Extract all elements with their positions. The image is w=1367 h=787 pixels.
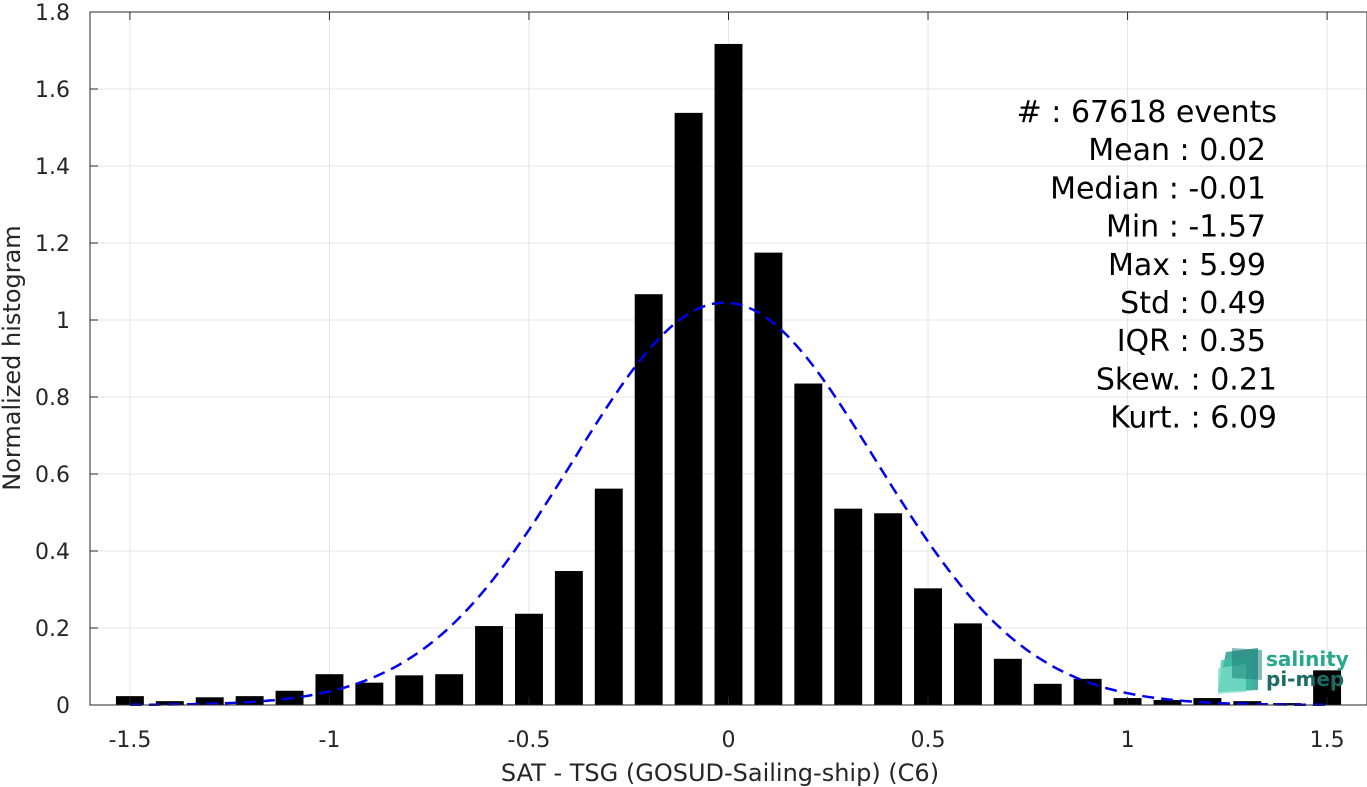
y-tick-label: 1.2 xyxy=(35,232,70,257)
histogram-bar xyxy=(395,675,424,705)
y-axis-title: Normalized histogram xyxy=(0,225,26,490)
histogram-bar xyxy=(834,508,863,705)
histogram-bar xyxy=(634,294,663,705)
histogram-bar xyxy=(1033,683,1062,705)
y-tick-label: 1.8 xyxy=(35,1,70,26)
y-tick-label: 1.4 xyxy=(35,155,70,180)
histogram-bar xyxy=(1153,699,1182,705)
y-tick-label: 0 xyxy=(56,694,70,719)
y-tick-label: 0.4 xyxy=(35,540,70,565)
x-tick-label: -1 xyxy=(318,728,340,753)
histogram-bar xyxy=(914,588,942,705)
histogram-bars xyxy=(115,43,1342,706)
y-tick-label: 1.6 xyxy=(35,78,70,103)
gaussian-fit-curve xyxy=(129,301,1328,707)
histogram-bar xyxy=(714,43,743,705)
histogram-bar xyxy=(235,696,264,705)
y-tick-label: 0.2 xyxy=(35,617,70,642)
histogram-bar xyxy=(953,623,982,705)
histogram-bar xyxy=(155,701,184,705)
x-axis-ticks: -1.5 -1 -0.5 0 0.5 1 1.5 xyxy=(108,12,1345,753)
x-tick-label: 1.5 xyxy=(1310,728,1345,753)
x-axis-title: SAT - TSG (GOSUD-Sailing-ship) (C6) xyxy=(501,759,939,787)
histogram-bar xyxy=(1273,703,1302,705)
histogram-bar xyxy=(435,674,464,705)
histogram-bar xyxy=(754,252,783,705)
histogram-bar xyxy=(993,658,1022,705)
stats-line: Min : -1.57 xyxy=(1106,210,1266,245)
x-tick-label: -1.5 xyxy=(108,728,151,753)
histogram-bar xyxy=(794,383,823,705)
stats-line: IQR : 0.35 xyxy=(1117,324,1266,359)
stats-line: Std : 0.49 xyxy=(1120,286,1266,321)
y-tick-label: 0.8 xyxy=(35,386,70,411)
histogram-bar xyxy=(874,513,903,705)
stats-line: # : 67618 events xyxy=(1017,95,1277,130)
histogram-bar xyxy=(195,697,224,705)
histogram-bar xyxy=(554,571,583,705)
logo-line2: pi-mep xyxy=(1266,667,1344,691)
histogram-bar xyxy=(355,682,384,705)
y-tick-label: 0.6 xyxy=(35,463,70,488)
x-tick-label: 1 xyxy=(1121,728,1135,753)
x-tick-label: -0.5 xyxy=(508,728,551,753)
stats-line: Kurt. : 6.09 xyxy=(1110,401,1277,436)
x-tick-label: 0 xyxy=(722,728,736,753)
histogram-bar xyxy=(594,488,623,705)
stats-line: Median : -0.01 xyxy=(1050,171,1266,206)
stats-line: Max : 5.99 xyxy=(1108,248,1266,283)
histogram-bar xyxy=(475,626,504,705)
y-axis-ticks: 0 0.2 0.4 0.6 0.8 1 1.2 1.4 1.6 1.8 xyxy=(35,1,98,719)
y-tick-label: 1 xyxy=(56,309,70,334)
histogram-bar xyxy=(515,613,543,705)
logo-waves-icon xyxy=(1218,648,1262,694)
stats-line: Skew. : 0.21 xyxy=(1096,362,1277,397)
logo-line1: salinity xyxy=(1266,647,1349,671)
salinity-pi-mep-logo: salinity pi-mep xyxy=(1218,647,1349,694)
x-tick-label: 0.5 xyxy=(911,728,946,753)
stats-line: Mean : 0.02 xyxy=(1088,133,1266,168)
histogram-bar xyxy=(674,112,703,706)
